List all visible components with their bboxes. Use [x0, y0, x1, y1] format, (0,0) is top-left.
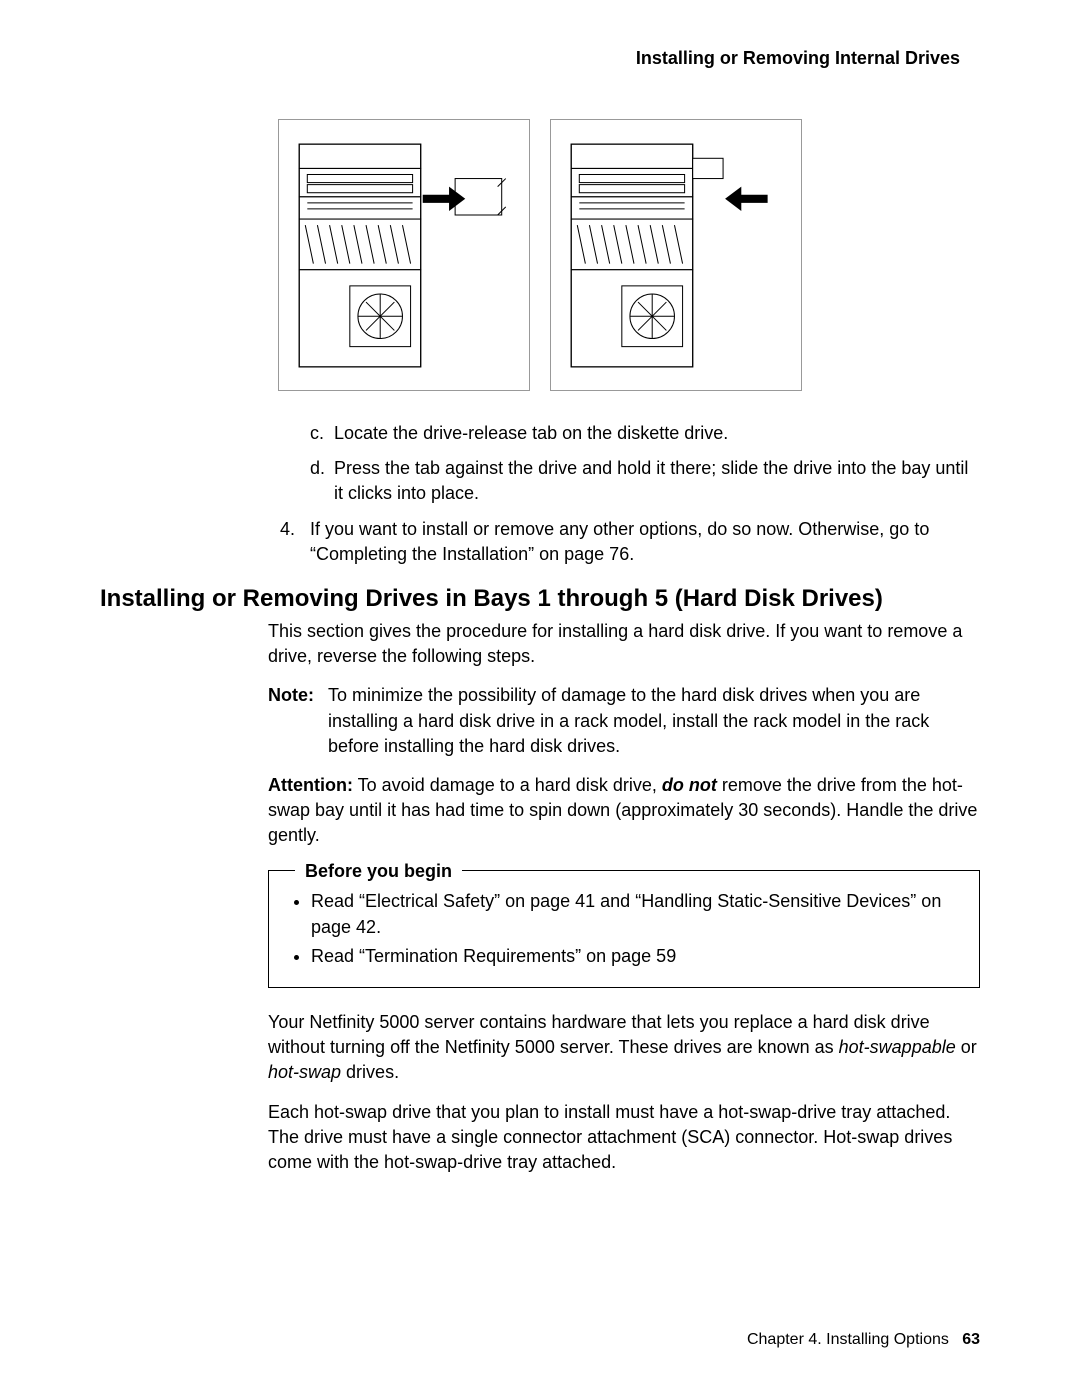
drive-remove-illustration: [292, 134, 517, 377]
hotswap-i1: hot-swappable: [839, 1037, 956, 1057]
step-d: d. Press the tab against the drive and h…: [310, 456, 980, 506]
attention-label: Attention:: [268, 775, 353, 795]
attention-paragraph: Attention: To avoid damage to a hard dis…: [268, 773, 980, 849]
hotswap-mid: or: [956, 1037, 977, 1057]
hotswap-i2: hot-swap: [268, 1062, 341, 1082]
step-c: c. Locate the drive-release tab on the d…: [310, 421, 980, 446]
figure-row: [100, 119, 980, 391]
step-c-text: Locate the drive-release tab on the disk…: [334, 421, 728, 446]
hotswap-post: drives.: [341, 1062, 399, 1082]
figure-right: [550, 119, 802, 391]
intro-paragraph: This section gives the procedure for ins…: [268, 619, 980, 669]
step-4-number: 4.: [280, 517, 310, 567]
footer-chapter: Chapter 4. Installing Options: [747, 1331, 949, 1348]
figure-left: [278, 119, 530, 391]
section-body: This section gives the procedure for ins…: [268, 619, 980, 1175]
page-footer: Chapter 4. Installing Options 63: [747, 1331, 980, 1349]
note-block: Note: To minimize the possibility of dam…: [268, 683, 980, 759]
step-d-text: Press the tab against the drive and hold…: [334, 456, 980, 506]
tray-paragraph: Each hot-swap drive that you plan to ins…: [268, 1100, 980, 1176]
before-list: Read “Electrical Safety” on page 41 and …: [289, 889, 959, 969]
step-4-text: If you want to install or remove any oth…: [310, 517, 980, 567]
step-d-letter: d.: [310, 456, 334, 506]
before-item-1: Read “Electrical Safety” on page 41 and …: [311, 889, 959, 939]
hotswap-paragraph: Your Netfinity 5000 server contains hard…: [268, 1010, 980, 1086]
attention-pre: To avoid damage to a hard disk drive,: [353, 775, 662, 795]
footer-page-number: 63: [962, 1331, 980, 1348]
step-4: 4. If you want to install or remove any …: [280, 517, 980, 567]
step-c-letter: c.: [310, 421, 334, 446]
drive-insert-illustration: [564, 134, 789, 377]
running-header: Installing or Removing Internal Drives: [100, 48, 980, 69]
note-label: Note:: [268, 683, 328, 759]
note-text: To minimize the possibility of damage to…: [328, 683, 980, 759]
before-item-2: Read “Termination Requirements” on page …: [311, 944, 959, 969]
section-heading: Installing or Removing Drives in Bays 1 …: [100, 585, 980, 613]
document-page: Installing or Removing Internal Drives: [0, 0, 1080, 1397]
continued-steps: c. Locate the drive-release tab on the d…: [310, 421, 980, 567]
hotswap-pre: Your Netfinity 5000 server contains hard…: [268, 1012, 930, 1057]
before-legend: Before you begin: [295, 859, 462, 884]
before-you-begin-box: Before you begin Read “Electrical Safety…: [268, 870, 980, 988]
attention-donot: do not: [662, 775, 717, 795]
